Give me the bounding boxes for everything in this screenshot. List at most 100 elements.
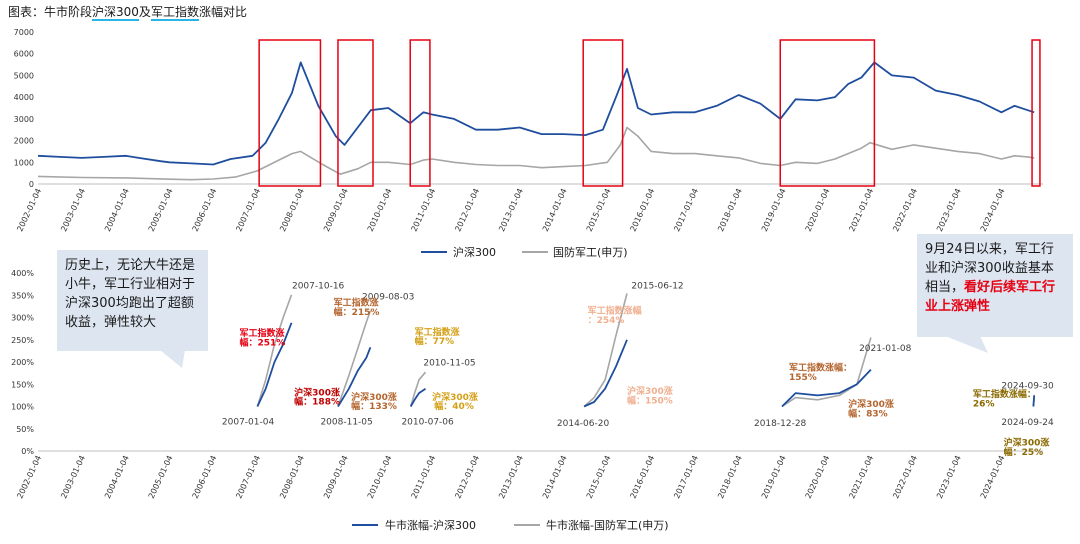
- annotation-label: 军工指数涨幅：: [973, 388, 1036, 400]
- y-tick-label: 2000: [14, 137, 34, 146]
- x-tick-label: 2006-01-04: [191, 454, 219, 500]
- callout-right-tail: [945, 336, 988, 353]
- annotation-label: 2008-11-05: [320, 417, 372, 427]
- x-tick-label: 2018-01-04: [716, 454, 744, 500]
- y-tick-label: 0: [29, 180, 34, 189]
- highlight-box: [1031, 39, 1041, 187]
- annotation-label: 2024-09-30: [1001, 381, 1054, 391]
- x-tick-label: 2012-01-04: [453, 454, 481, 500]
- annotation-label: 沪深300涨: [848, 398, 895, 410]
- highlight-box: [258, 39, 322, 187]
- y-tick-label: 100%: [11, 403, 34, 412]
- y-tick-label: 150%: [11, 380, 34, 389]
- annotation-label: 2010-11-05: [423, 359, 475, 369]
- series-military-line: [37, 126, 1035, 181]
- annotation-label: 155%: [789, 373, 817, 383]
- annotation-label: 幅：77%: [415, 335, 455, 347]
- y-tick-label: 3000: [14, 115, 34, 124]
- segment-military-line: [409, 371, 427, 407]
- x-tick-label: 2024-01-04: [979, 187, 1007, 233]
- segment-hs300-line: [1032, 395, 1036, 407]
- annotation-label: 幅：133%: [351, 400, 397, 412]
- segment-hs300-line: [583, 339, 628, 408]
- highlight-box: [582, 39, 624, 187]
- y-tick-label: 6000: [14, 50, 34, 59]
- callout-left: 历史上，无论大牛还是小牛，军工行业相对于沪深300均跑出了超额收益，弹性较大: [57, 250, 208, 351]
- y-tick-label: 50%: [16, 425, 34, 434]
- annotation-label: 军工指数涨: [334, 296, 380, 308]
- x-tick-label: 2004-01-04: [103, 187, 131, 233]
- x-tick-label: 2011-01-04: [410, 454, 438, 500]
- annotation-label: 2024-09-24: [1001, 418, 1054, 428]
- x-tick-label: 2014-01-04: [541, 187, 569, 233]
- x-tick-label: 2016-01-04: [629, 187, 657, 233]
- x-tick-label: 2022-01-04: [891, 187, 919, 233]
- legend2-hs300-label: 牛市涨幅-沪深300: [385, 518, 476, 532]
- x-tick-label: 2010-01-04: [366, 187, 394, 233]
- annotation-label: 军工指数涨幅：: [789, 361, 852, 373]
- callout-left-tail: [160, 350, 185, 368]
- annotation-label: 幅：215%: [334, 306, 380, 318]
- x-tick-label: 2015-01-04: [585, 187, 613, 233]
- annotation-label: 幅：251%: [239, 337, 285, 349]
- highlight-box: [779, 39, 876, 187]
- x-tick-label: 2005-01-04: [147, 187, 175, 233]
- x-tick-label: 2008-01-04: [278, 454, 306, 500]
- y-tick-label: 0%: [21, 447, 34, 456]
- annotation-label: 2007-01-04: [222, 417, 275, 427]
- highlight-box: [409, 39, 431, 187]
- segment-military-line: [583, 293, 628, 408]
- y-tick-label: 200%: [11, 358, 34, 367]
- x-tick-label: 2015-01-04: [585, 454, 613, 500]
- segment-hs300-line: [409, 387, 427, 407]
- annotation-label: 军工指数涨幅: [588, 304, 642, 316]
- annotation-label: 26%: [973, 400, 995, 410]
- x-tick-label: 2014-01-04: [541, 454, 569, 500]
- segment-military-line: [256, 294, 293, 407]
- legend-hs300-label: 沪深300: [453, 245, 496, 259]
- annotation-label: 沪深300涨: [1004, 437, 1051, 449]
- annotation-label: 沪深300涨: [294, 386, 341, 398]
- callout-right-normal: 9月24日以来，军工行业和沪深300收益基本相当，: [925, 242, 1054, 295]
- highlight-box: [337, 39, 374, 187]
- y-tick-label: 250%: [11, 336, 34, 345]
- x-tick-label: 2002-01-04: [15, 187, 43, 233]
- segment-hs300-line: [337, 346, 372, 407]
- x-tick-label: 2024-01-04: [979, 454, 1007, 500]
- x-tick-label: 2006-01-04: [191, 187, 219, 233]
- legend2-military-label: 牛市涨幅-国防军工(申万): [546, 518, 669, 532]
- series-hs300-line: [37, 61, 1035, 166]
- annotation-label: 2014-06-20: [557, 419, 610, 429]
- x-tick-label: 2002-01-04: [15, 454, 43, 500]
- x-tick-label: 2023-01-04: [935, 187, 963, 233]
- annotation-label: ：254%: [588, 316, 625, 326]
- annotation-label: 沪深300涨: [351, 391, 398, 403]
- x-tick-label: 2013-01-04: [497, 187, 525, 233]
- segment-military-line: [337, 310, 372, 407]
- x-tick-label: 2021-01-04: [847, 454, 875, 500]
- x-tick-label: 2023-01-04: [935, 454, 963, 500]
- title-prefix: 图表：牛市阶段: [8, 5, 93, 19]
- x-tick-label: 2019-01-04: [760, 454, 788, 500]
- x-tick-label: 2016-01-04: [629, 454, 657, 500]
- annotation-label: 2021-01-08: [859, 344, 912, 354]
- segment-hs300-line: [256, 322, 293, 407]
- title-hl-military: 军工指数: [150, 5, 199, 21]
- x-tick-label: 2008-01-04: [278, 187, 306, 233]
- x-tick-label: 2018-01-04: [716, 187, 744, 233]
- y-tick-label: 4000: [14, 93, 34, 102]
- x-tick-label: 2005-01-04: [147, 454, 175, 500]
- annotation-label: 2015-06-12: [631, 282, 683, 292]
- x-tick-label: 2003-01-04: [59, 187, 87, 233]
- x-tick-label: 2022-01-04: [891, 454, 919, 500]
- annotation-label: 2018-12-28: [754, 419, 807, 429]
- annotation-label: 2007-10-16: [292, 282, 345, 292]
- callout-right-red: 看好后续军工行业上涨弹性: [925, 280, 1056, 314]
- x-tick-label: 2009-01-04: [322, 454, 350, 500]
- legend-military-label: 国防军工(申万): [553, 245, 628, 259]
- callout-right: 9月24日以来，军工行业和沪深300收益基本相当，看好后续军工行业上涨弹性: [917, 234, 1073, 337]
- title-suffix: 涨幅对比: [198, 5, 247, 19]
- y-tick-label: 7000: [14, 28, 34, 37]
- segment-hs300-line: [781, 368, 872, 408]
